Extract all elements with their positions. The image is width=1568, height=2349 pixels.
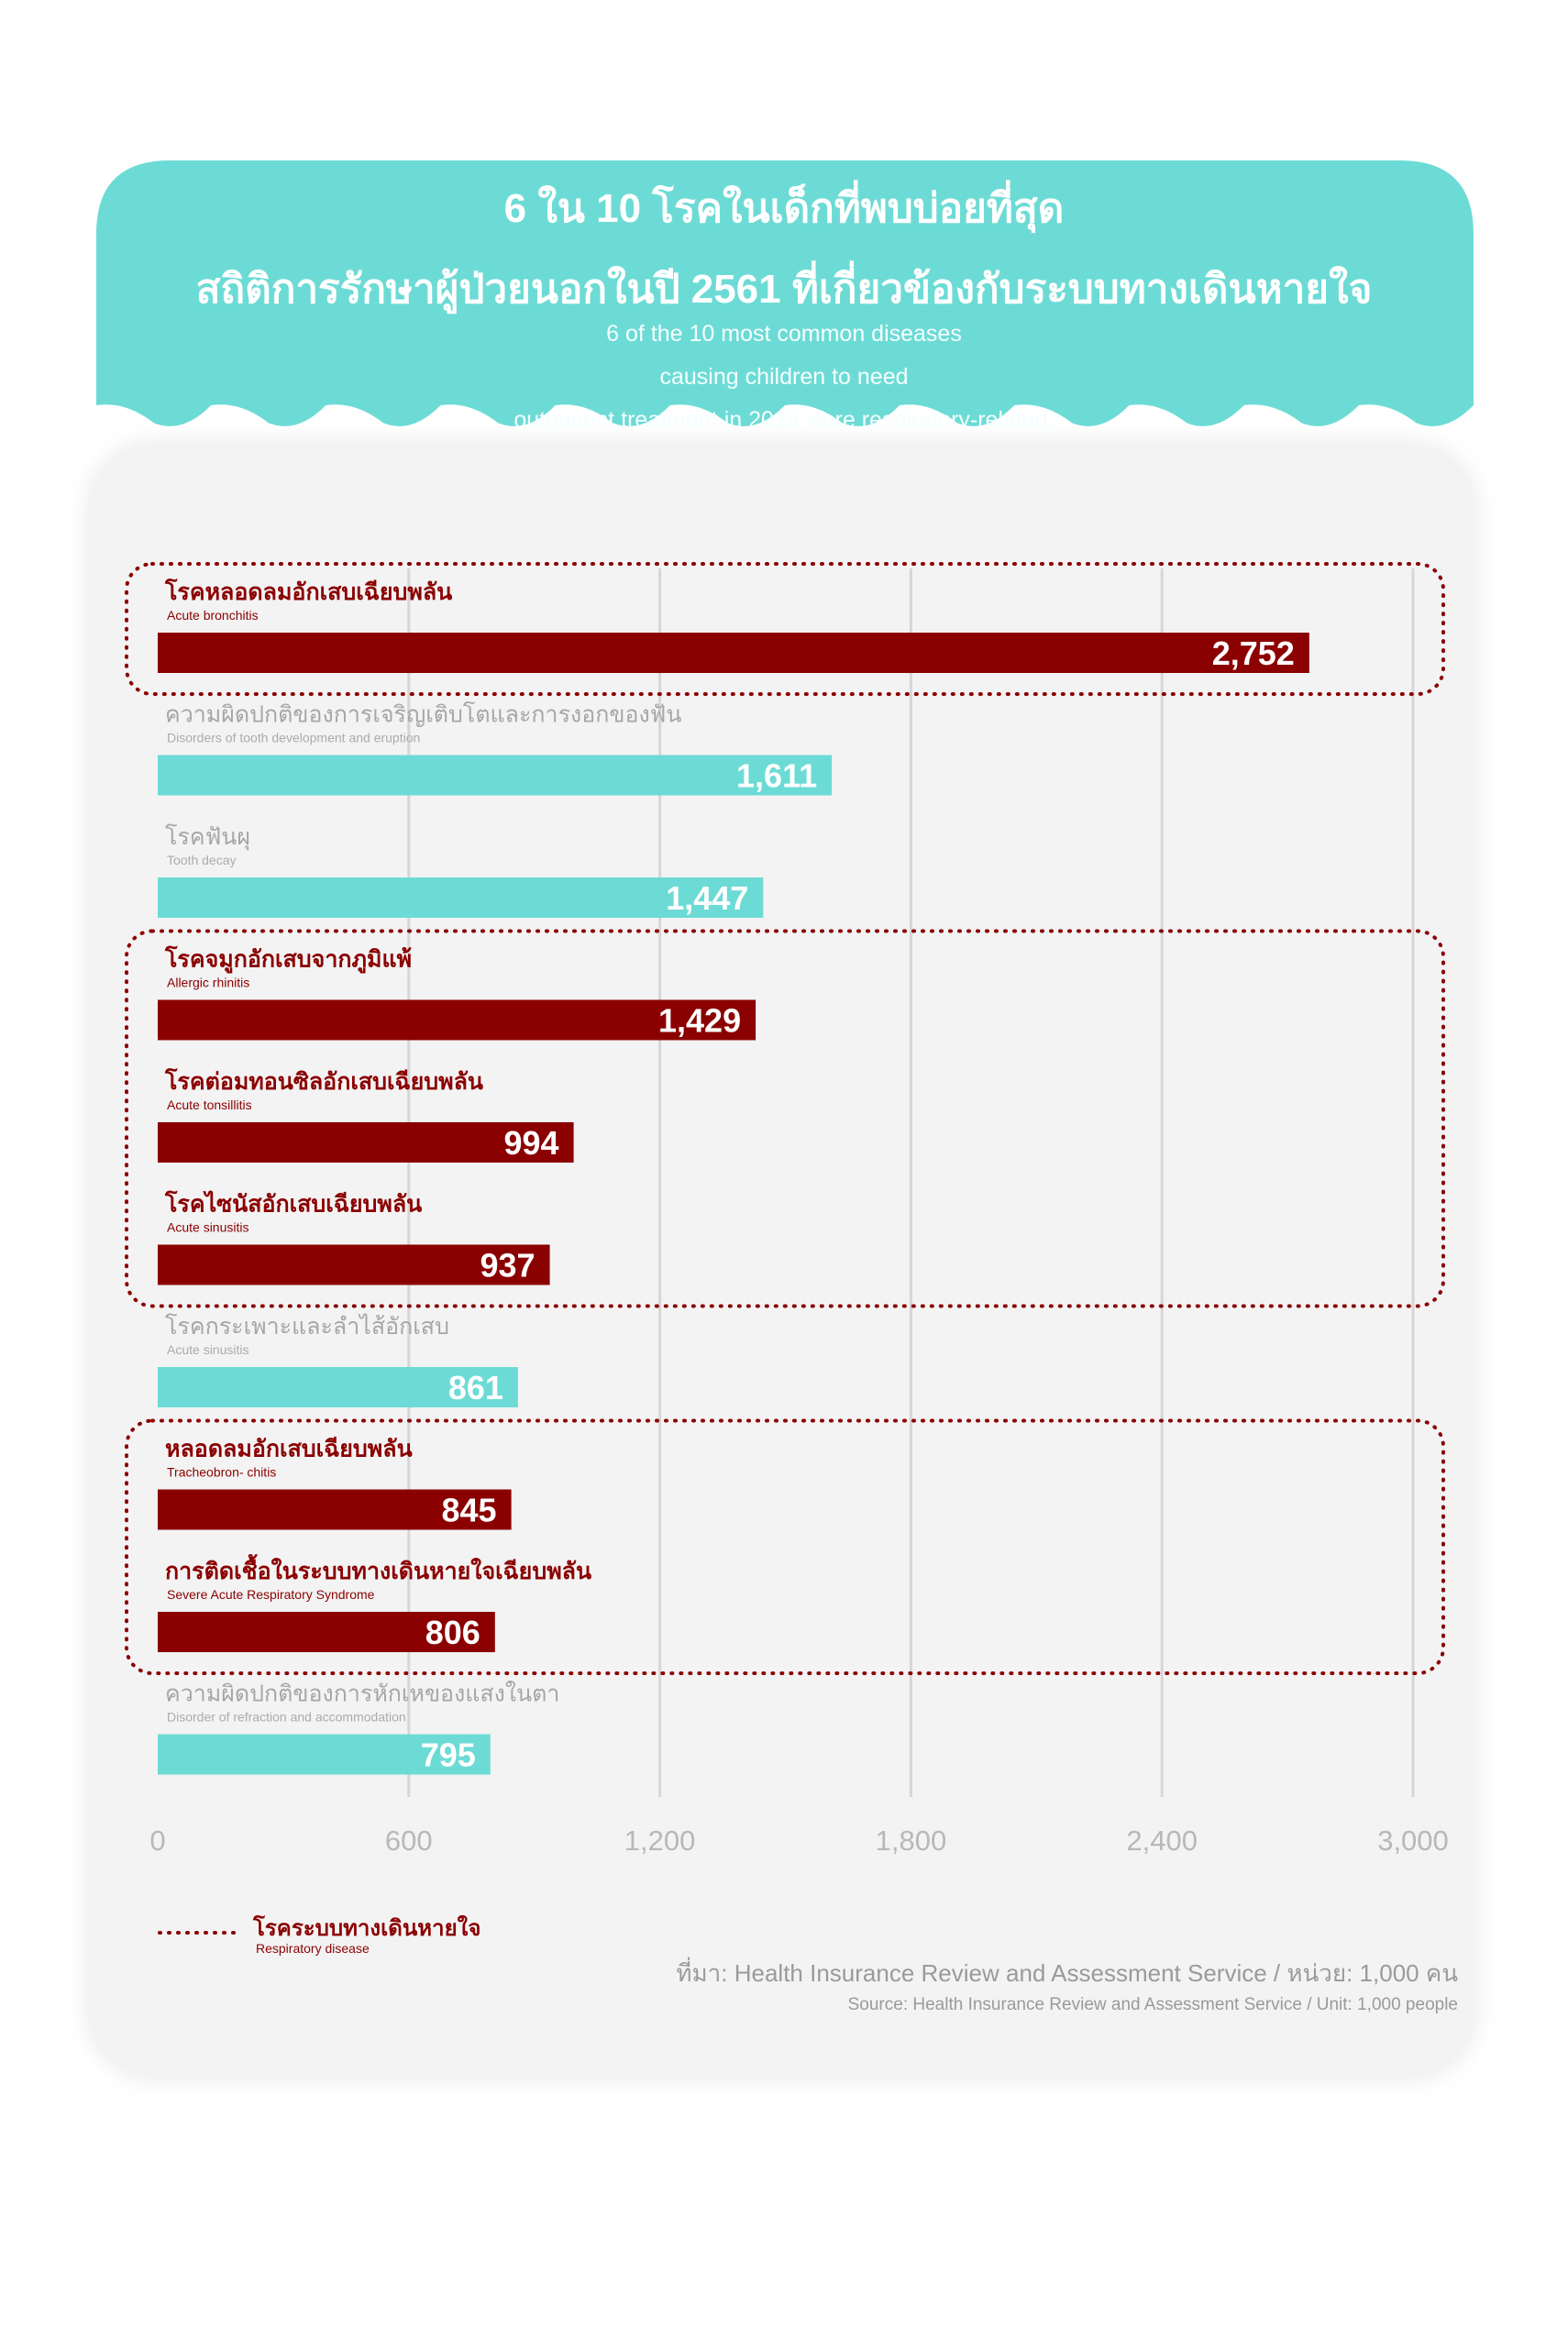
x-tick-label: 2,400: [1126, 1825, 1198, 1857]
title-thai-line-1: 6 ใน 10 โรคในเด็กที่พบบ่อยที่สุด: [503, 186, 1065, 231]
category-label-english: Allergic rhinitis: [167, 976, 249, 990]
category-label-thai: ความผิดปกติของการหักเหของแสงในตา: [165, 1681, 559, 1707]
bar-value-label: 2,752: [1212, 634, 1295, 672]
source-note-english: Source: Health Insurance Review and Asse…: [847, 1995, 1458, 2014]
category-label-english: Tooth decay: [167, 853, 237, 867]
bar: [158, 877, 764, 918]
category-label-thai: โรคกระเพาะและลำไส้อักเสบ: [165, 1313, 449, 1340]
header-wave-shape: [96, 160, 1474, 426]
bar: [158, 999, 756, 1041]
bar: [158, 1367, 518, 1407]
subtitle-english-line-1: 6 of the 10 most common diseases: [606, 321, 962, 347]
respiratory-highlight-box: [125, 929, 1445, 1308]
bar: [158, 1734, 491, 1775]
category-label-thai: โรคต่อมทอนซิลอักเสบเฉียบพลัน: [164, 1067, 483, 1095]
bar: [158, 1612, 495, 1652]
x-tick-label: 600: [385, 1825, 433, 1857]
respiratory-highlight-box: [125, 1418, 1445, 1675]
category-label-english: Tracheobron- chitis: [167, 1465, 276, 1480]
category-label-english: Severe Acute Respiratory Syndrome: [167, 1587, 375, 1602]
category-label-english: Acute bronchitis: [167, 608, 259, 623]
category-label-thai: ความผิดปกติของการเจริญเติบโตและการงอกของ…: [165, 701, 681, 728]
bar-value-label: 861: [448, 1369, 503, 1406]
category-label-english: Acute sinusitis: [167, 1220, 248, 1235]
x-tick-label: 1,200: [624, 1825, 696, 1857]
category-label-english: Disorder of refraction and accommodation: [167, 1710, 406, 1725]
bar-value-label: 845: [442, 1492, 497, 1529]
subtitle-english-line-2: causing children to need: [659, 364, 909, 390]
bar-value-label: 795: [421, 1737, 476, 1774]
category-label-english: Disorders of tooth development and erupt…: [167, 731, 420, 745]
bar: [158, 1244, 550, 1285]
respiratory-highlight-box: [125, 562, 1445, 696]
bar-value-label: 937: [480, 1247, 536, 1285]
bar-value-label: 1,429: [658, 1002, 741, 1040]
category-label-thai: โรคฟันผุ: [165, 823, 250, 851]
bar-value-label: 994: [504, 1124, 559, 1162]
category-label-thai: โรคไซนัสอักเสบเฉียบพลัน: [164, 1190, 422, 1218]
bar-value-label: 806: [425, 1614, 480, 1651]
bar: [158, 755, 833, 796]
x-tick-label: 1,800: [876, 1825, 947, 1857]
x-tick-label: 0: [149, 1825, 165, 1857]
bar: [158, 1489, 512, 1530]
category-label-thai: การติดเชื้อในระบบทางเดินหายใจเฉียบพลัน: [165, 1553, 591, 1584]
bar-value-label: 1,447: [666, 879, 748, 917]
subtitle-english-line-3: outpatient treatment in 2018 were respir…: [513, 407, 1055, 433]
category-label-english: Acute sinusitis: [167, 1342, 248, 1357]
bar-value-label: 1,611: [736, 757, 817, 795]
header-banner: [96, 160, 1474, 426]
bar: [158, 633, 1309, 673]
category-label-thai: หลอดลมอักเสบเฉียบพลัน: [165, 1437, 413, 1462]
category-label-thai: โรคจมูกอักเสบจากภูมิแพ้: [164, 945, 412, 975]
category-label-thai: โรคหลอดลมอักเสบเฉียบพลัน: [164, 578, 452, 605]
title-thai-line-2: สถิติการรักษาผู้ป่วยนอกในปี 2561 ที่เกี่…: [195, 267, 1373, 312]
legend-label-english: Respiratory disease: [256, 1941, 370, 1956]
source-note-thai: ที่มา: Health Insurance Review and Asses…: [676, 1959, 1458, 1987]
category-label-english: Acute tonsillitis: [167, 1097, 252, 1112]
x-tick-label: 3,000: [1377, 1825, 1449, 1857]
legend-label-thai: โรคระบบทางเดินหายใจ: [253, 1916, 481, 1941]
bar: [158, 1122, 574, 1163]
